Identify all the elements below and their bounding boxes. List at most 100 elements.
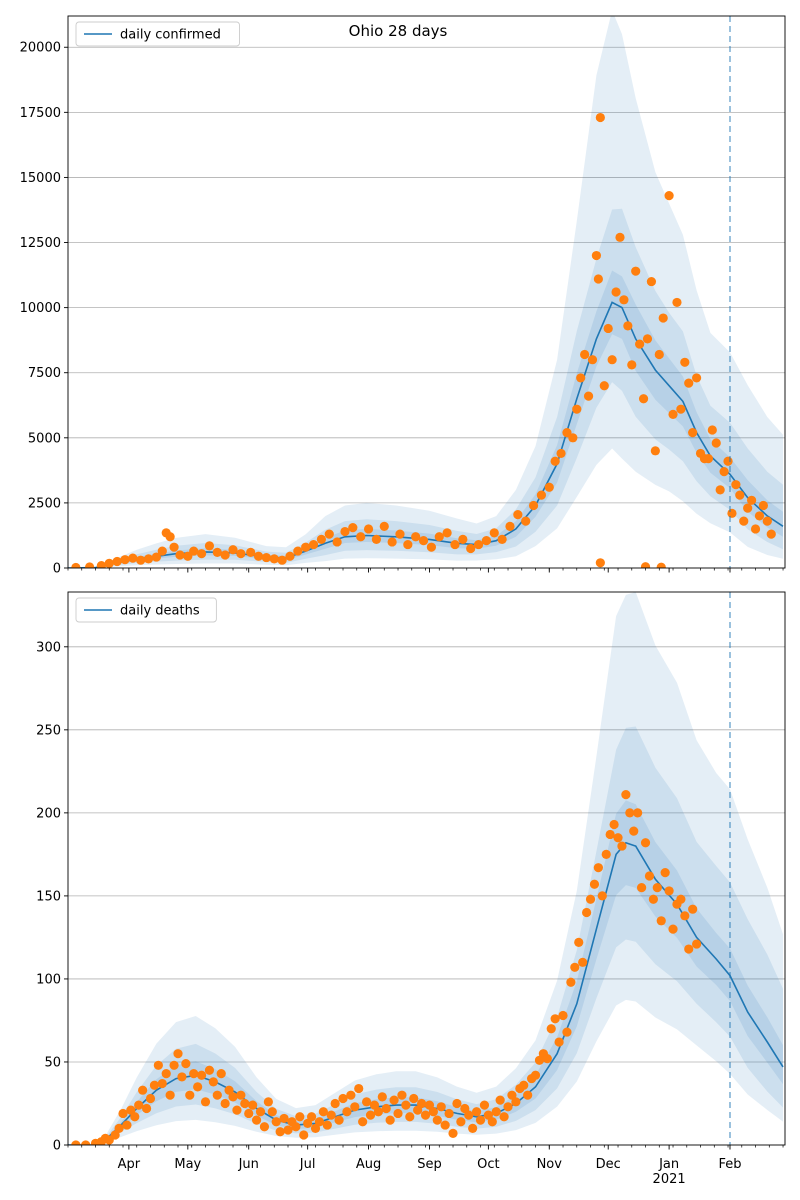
- observed-point: [189, 546, 199, 556]
- observed-point: [291, 1122, 301, 1132]
- observed-point: [692, 373, 702, 383]
- observed-point: [556, 448, 566, 459]
- observed-point: [656, 562, 666, 568]
- observed-point: [143, 554, 154, 564]
- observed-point: [523, 1090, 533, 1100]
- x-tick-label: Jan: [658, 1157, 679, 1172]
- observed-point: [676, 404, 686, 414]
- observed-point: [680, 911, 690, 921]
- observed-point: [595, 112, 605, 123]
- observed-point: [440, 1120, 450, 1130]
- observed-point: [253, 551, 264, 561]
- observed-point: [436, 1102, 446, 1112]
- observed-point: [369, 1100, 380, 1110]
- observed-point: [151, 552, 161, 562]
- daily-deaths-chart: 0 50 100 150 200 250 300 daily deaths Apr May Jun J…: [36, 591, 786, 1187]
- observed-point: [141, 1103, 152, 1114]
- plot-area: [68, 16, 785, 568]
- observed-point: [572, 404, 582, 414]
- observed-point: [110, 1130, 120, 1140]
- observed-point: [181, 1059, 191, 1069]
- observed-point: [236, 1090, 246, 1100]
- observed-point: [562, 1027, 572, 1037]
- y-tick-label: 20000: [20, 41, 61, 56]
- observed-point: [481, 536, 492, 546]
- observed-point: [715, 485, 725, 495]
- observed-point: [332, 537, 342, 547]
- observed-point: [193, 1082, 203, 1092]
- observed-point: [175, 550, 185, 560]
- observed-point: [479, 1100, 490, 1110]
- observed-point: [688, 904, 698, 914]
- observed-point: [279, 1113, 289, 1124]
- observed-point: [617, 841, 627, 851]
- observed-point: [212, 1090, 222, 1100]
- observed-point: [589, 879, 600, 889]
- observed-point: [511, 1097, 521, 1107]
- observed-point: [580, 349, 590, 360]
- observed-point: [703, 454, 713, 464]
- observed-point: [475, 1115, 486, 1125]
- observed-point: [656, 916, 666, 926]
- x-tick-label: Aug: [356, 1157, 381, 1172]
- observed-point: [640, 838, 651, 848]
- observed-point: [731, 480, 741, 490]
- observed-point: [619, 295, 629, 305]
- x-tick-label: Nov: [537, 1157, 563, 1172]
- observed-point: [271, 1117, 281, 1127]
- observed-point: [625, 808, 635, 818]
- observed-point: [295, 1112, 305, 1122]
- observed-point: [503, 1102, 513, 1112]
- observed-point: [128, 553, 138, 563]
- observed-point: [723, 456, 733, 466]
- observed-point: [521, 516, 531, 526]
- observed-point: [542, 1054, 552, 1064]
- observed-point: [633, 808, 643, 818]
- observed-point: [397, 1090, 407, 1100]
- observed-point: [261, 552, 272, 563]
- observed-point: [597, 891, 607, 901]
- legend: daily confirmed: [75, 21, 240, 47]
- observed-point: [444, 1108, 454, 1119]
- observed-point: [165, 1090, 175, 1100]
- legend-label: daily confirmed: [120, 28, 221, 43]
- observed-point: [413, 1105, 423, 1115]
- observed-point: [534, 1055, 545, 1065]
- observed-point: [403, 539, 413, 550]
- observed-point: [377, 1092, 387, 1102]
- observed-point: [85, 562, 95, 568]
- observed-point: [611, 287, 621, 297]
- x-tick-label: Sep: [417, 1157, 442, 1172]
- observed-point: [530, 1070, 541, 1080]
- observed-point: [558, 1010, 568, 1021]
- observed-point: [212, 547, 222, 557]
- observed-point: [642, 334, 653, 344]
- observed-point: [762, 516, 772, 526]
- observed-point: [379, 521, 389, 531]
- observed-point: [365, 1110, 376, 1120]
- observed-point: [363, 524, 374, 534]
- observed-point: [350, 1102, 360, 1112]
- observed-point: [104, 558, 114, 568]
- y-tick-label: 300: [36, 640, 61, 655]
- observed-point: [566, 977, 576, 987]
- observed-point: [248, 1100, 258, 1110]
- observed-point: [418, 536, 429, 546]
- observed-point: [601, 849, 611, 859]
- legend-box: [75, 21, 240, 47]
- observed-point: [707, 425, 717, 435]
- observed-point: [536, 490, 547, 500]
- axes-frame: [67, 15, 786, 569]
- observed-point: [153, 1060, 163, 1070]
- observed-point: [361, 1097, 372, 1107]
- observed-point: [145, 1093, 156, 1104]
- observed-point: [263, 1097, 273, 1107]
- observed-point: [519, 1080, 529, 1090]
- observed-point: [605, 829, 615, 840]
- observed-point: [499, 1112, 509, 1122]
- observed-point: [638, 394, 649, 404]
- observed-point: [173, 1049, 183, 1059]
- observed-point: [432, 1115, 442, 1125]
- observed-point: [71, 562, 81, 568]
- observed-point: [613, 833, 623, 843]
